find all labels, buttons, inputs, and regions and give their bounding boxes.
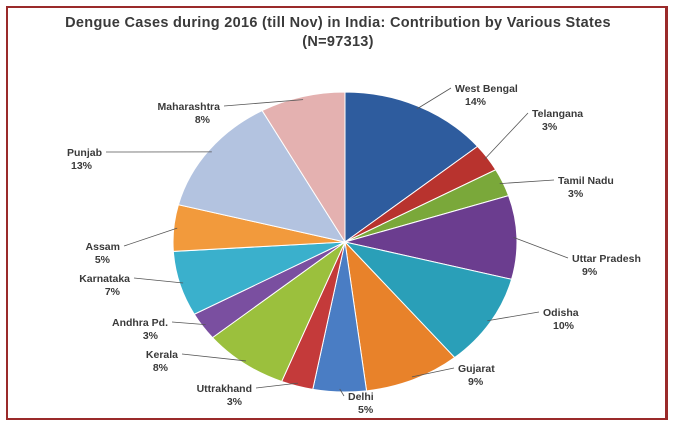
leader-line (255, 382, 299, 389)
leader-line (487, 311, 540, 322)
leader-line (133, 277, 184, 284)
leader-line (181, 353, 246, 362)
pie-slice-gujarat (344, 240, 456, 392)
slice-label-value: 3% (143, 330, 159, 342)
pie-slice-maharashtra (261, 91, 346, 244)
slice-label-value: 9% (468, 376, 484, 388)
pie-slice-odisha (343, 241, 513, 359)
slice-label-name: Maharashtra (158, 101, 221, 113)
slice-label-name: West Bengal (455, 83, 518, 95)
slice-label-name: Tamil Nadu (558, 175, 614, 187)
slice-label-value: 3% (542, 121, 558, 133)
slice-label-value: 13% (71, 160, 93, 172)
slice-label-value: 3% (227, 396, 243, 408)
slice-label-value: 3% (568, 188, 584, 200)
slice-label-name: Gujarat (458, 363, 495, 375)
slice-label-name: Karnataka (79, 273, 130, 285)
chart-subtitle: (N=97313) (302, 34, 374, 50)
slice-label-value: 7% (105, 286, 121, 298)
leader-line (171, 321, 206, 326)
slice-label-value: 8% (153, 362, 169, 374)
chart-title-block: Dengue Cases during 2016 (till Nov) in I… (10, 14, 666, 52)
slice-label-value: 14% (465, 96, 487, 108)
slice-label-name: Kerala (146, 349, 178, 361)
leader-line (339, 388, 345, 397)
leader-line (513, 237, 569, 259)
leader-line (499, 179, 555, 185)
pie-slice-west-bengal (344, 91, 479, 243)
slice-label-name: Delhi (348, 391, 374, 403)
pie-slice-punjab (177, 109, 347, 243)
slice-label-value: 5% (95, 254, 111, 266)
leader-line (123, 227, 178, 247)
slice-label-value: 5% (358, 404, 374, 416)
slice-label-name: Telangana (532, 108, 583, 120)
leader-line (223, 99, 304, 107)
leader-lines (105, 87, 569, 397)
leader-line (411, 367, 455, 378)
chart-title: Dengue Cases during 2016 (till Nov) in I… (65, 15, 611, 31)
slice-label-name: Andhra Pd. (112, 317, 168, 329)
slice-label-value: 10% (553, 320, 575, 332)
slice-label-value: 9% (582, 266, 598, 278)
slice-label-name: Odisha (543, 307, 579, 319)
pie-slices (172, 91, 518, 393)
slice-label-name: Punjab (67, 147, 102, 159)
leader-line (484, 112, 529, 160)
leader-line (416, 87, 452, 110)
slice-label-name: Uttrakhand (197, 383, 252, 395)
slice-label-name: Assam (86, 241, 120, 253)
slice-label-value: 8% (195, 114, 211, 126)
pie-slice-uttar-pradesh (344, 195, 518, 280)
slice-label-name: Uttar Pradesh (572, 253, 641, 265)
